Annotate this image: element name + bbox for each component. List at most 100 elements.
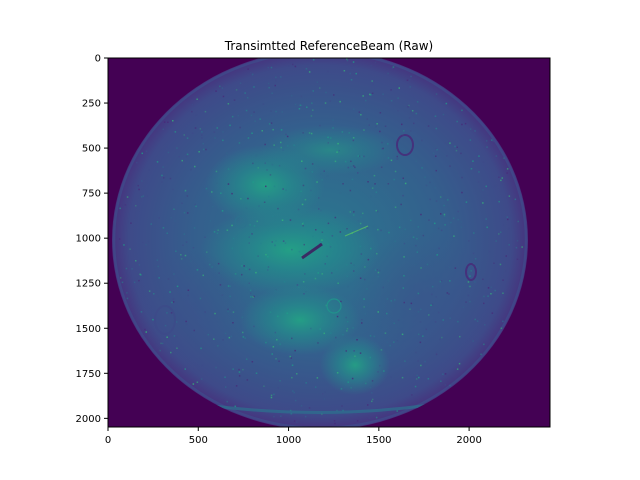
speckle-dot [502, 279, 504, 281]
speckle-dot [234, 405, 236, 408]
speckle-dot [135, 205, 137, 207]
speckle-dot [361, 319, 363, 321]
speckle-dot [376, 123, 378, 125]
speckle-dot [482, 278, 484, 281]
x-tick-label: 2000 [456, 435, 481, 446]
speckle-dot [364, 266, 366, 268]
speckle-dot [331, 272, 333, 274]
speckle-dot [294, 65, 297, 68]
speckle-dot [384, 332, 387, 334]
speckle-dot [242, 331, 244, 334]
speckle-dot [397, 319, 400, 321]
speckle-dot [280, 129, 283, 131]
speckle-dot [244, 337, 246, 339]
speckle-dot [322, 393, 324, 395]
speckle-dot [280, 76, 282, 78]
speckle-dot [341, 131, 344, 133]
speckle-dot [173, 273, 175, 275]
speckle-dot [265, 341, 267, 344]
speckle-dot [325, 91, 327, 94]
speckle-dot [403, 242, 406, 245]
speckle-dot [211, 265, 214, 268]
speckle-dot [500, 179, 502, 182]
speckle-dot [492, 140, 494, 142]
speckle-dot [207, 333, 210, 336]
speckle-dot [372, 225, 375, 228]
speckle-dot [237, 114, 240, 117]
speckle-dot [356, 339, 358, 341]
speckle-dot [449, 266, 451, 269]
speckle-dot [279, 343, 281, 345]
speckle-dot [428, 314, 430, 316]
speckle-dot [254, 120, 256, 122]
speckle-dot [382, 147, 384, 150]
speckle-dot [212, 205, 214, 208]
speckle-dot [240, 250, 242, 252]
speckle-dot [505, 270, 507, 272]
speckle-dot [429, 198, 431, 201]
speckle-dot [275, 110, 277, 113]
speckle-dot [498, 233, 500, 235]
speckle-dot [144, 328, 146, 331]
speckle-dot [353, 350, 355, 352]
speckle-dot [201, 131, 203, 133]
speckle-dot [460, 152, 462, 155]
speckle-dot [420, 364, 422, 367]
speckle-dot [300, 95, 303, 98]
beam-rim [112, 58, 528, 427]
speckle-dot [432, 152, 435, 154]
speckle-dot [474, 281, 476, 283]
speckle-dot [180, 254, 182, 256]
speckle-dot [440, 213, 442, 215]
speckle-dot [229, 295, 231, 298]
speckle-dot [302, 225, 304, 227]
speckle-dot [200, 347, 202, 350]
speckle-dot [227, 168, 230, 170]
speckle-dot [331, 270, 333, 273]
speckle-dot [202, 142, 204, 145]
speckle-dot [276, 339, 278, 341]
speckle-dot [483, 343, 485, 346]
speckle-dot [190, 260, 192, 262]
speckle-dot [243, 265, 245, 267]
speckle-dot [252, 296, 254, 298]
y-tick-label: 500 [82, 144, 101, 155]
speckle-dot [390, 100, 393, 102]
speckle-dot [411, 230, 414, 233]
speckle-dot [425, 328, 427, 331]
speckle-dot [268, 123, 271, 125]
speckle-dot [467, 294, 470, 297]
speckle-dot [398, 226, 401, 229]
speckle-dot [516, 240, 519, 242]
speckle-dot [382, 286, 384, 289]
speckle-dot [170, 216, 172, 219]
speckle-dot [185, 320, 187, 323]
speckle-dot [337, 142, 339, 145]
speckle-dot [410, 130, 412, 132]
speckle-dot [142, 241, 144, 244]
speckle-dot [514, 198, 517, 201]
speckle-dot [375, 416, 378, 419]
speckle-dot [264, 162, 266, 164]
speckle-dot [495, 155, 498, 157]
speckle-dot [174, 131, 177, 133]
speckle-dot [402, 287, 405, 289]
speckle-dot [452, 217, 455, 219]
speckle-dot [456, 368, 459, 370]
speckle-dot [387, 72, 389, 75]
speckle-dot [364, 227, 366, 229]
speckle-dot [389, 344, 391, 347]
speckle-dot [386, 312, 388, 315]
speckle-dot [345, 316, 347, 319]
speckle-dot [170, 351, 172, 354]
speckle-dot [498, 176, 500, 178]
speckle-dot [245, 109, 248, 112]
speckle-dot [342, 333, 344, 336]
speckle-dot [241, 316, 243, 319]
speckle-dot [209, 220, 212, 222]
speckle-dot [435, 353, 438, 356]
speckle-dot [147, 240, 150, 243]
speckle-dot [338, 149, 340, 152]
speckle-dot [166, 312, 168, 314]
speckle-dot [508, 227, 510, 230]
